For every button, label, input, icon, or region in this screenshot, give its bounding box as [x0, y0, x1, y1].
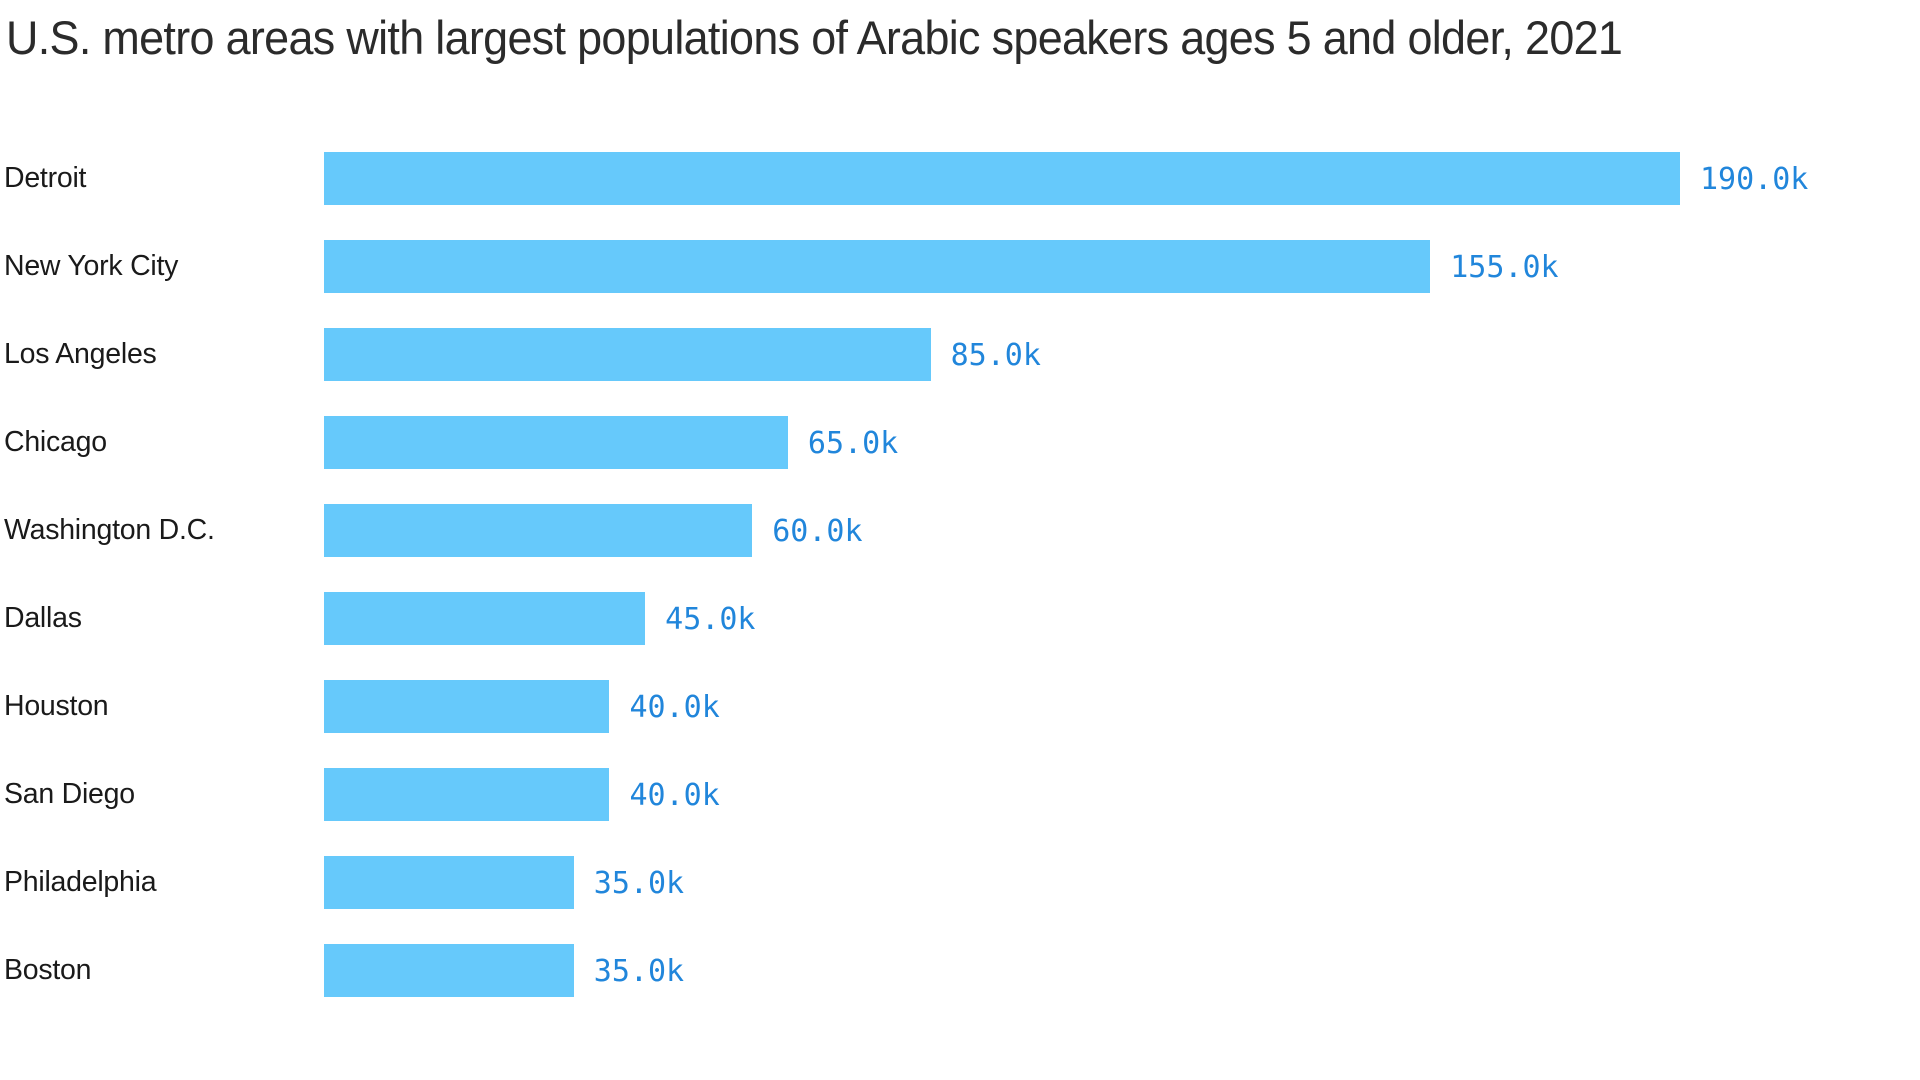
category-label: New York City	[4, 250, 179, 282]
bar[interactable]	[324, 680, 610, 733]
table-row: Los Angeles 85.0k	[0, 328, 1920, 381]
category-label: Los Angeles	[4, 338, 157, 370]
category-label: Philadelphia	[4, 866, 157, 898]
category-label: San Diego	[4, 778, 135, 810]
bar-track: 60.0k	[324, 504, 1680, 557]
category-label: Houston	[4, 690, 109, 722]
table-row: Boston 35.0k	[0, 944, 1920, 997]
table-row: Chicago 65.0k	[0, 416, 1920, 469]
bar[interactable]	[324, 944, 574, 997]
bar[interactable]	[324, 504, 753, 557]
table-row: San Diego 40.0k	[0, 768, 1920, 821]
bar[interactable]	[324, 768, 610, 821]
category-label: Chicago	[4, 426, 107, 458]
bar-value-label: 155.0k	[1450, 250, 1559, 285]
category-label: Washington D.C.	[4, 514, 215, 546]
bar-track: 35.0k	[324, 944, 1680, 997]
bar-value-label: 60.0k	[772, 514, 863, 549]
bar-value-label: 40.0k	[629, 690, 720, 725]
bar-value-label: 190.0k	[1700, 162, 1809, 197]
bar-value-label: 65.0k	[807, 426, 899, 461]
bar-value-label: 85.0k	[950, 338, 1041, 373]
table-row: Houston 40.0k	[0, 680, 1920, 733]
bar[interactable]	[324, 240, 1431, 293]
bar-value-label: 45.0k	[665, 602, 756, 637]
bar[interactable]	[324, 856, 574, 909]
bar-value-label: 35.0k	[593, 954, 685, 989]
table-row: Washington D.C. 60.0k	[0, 504, 1920, 557]
category-label: Detroit	[4, 162, 87, 194]
bar[interactable]	[324, 592, 646, 645]
page-title: U.S. metro areas with largest population…	[6, 11, 1623, 64]
bar-track: 45.0k	[324, 592, 1680, 645]
bar[interactable]	[324, 328, 931, 381]
bar-track: 85.0k	[324, 328, 1680, 381]
bar-track: 35.0k	[324, 856, 1680, 909]
bar-track: 155.0k	[324, 240, 1680, 293]
category-label: Dallas	[4, 602, 82, 634]
title-block: U.S. metro areas with largest population…	[6, 6, 1914, 71]
table-row: New York City 155.0k	[0, 240, 1920, 293]
category-label: Boston	[4, 954, 92, 986]
table-row: Philadelphia 35.0k	[0, 856, 1920, 909]
table-row: Detroit 190.0k	[0, 152, 1920, 205]
bar-chart-plot-area: Detroit 190.0k New York City 155.0k Los Ange…	[0, 152, 1920, 997]
bar-track: 40.0k	[324, 768, 1680, 821]
bar-value-label: 40.0k	[629, 778, 720, 813]
table-row: Dallas 45.0k	[0, 592, 1920, 645]
bar-track: 190.0k	[324, 152, 1808, 205]
bar[interactable]	[324, 152, 1680, 205]
bar-track: 40.0k	[324, 680, 1680, 733]
bar[interactable]	[324, 416, 788, 469]
bar-value-label: 35.0k	[593, 866, 685, 901]
bar-track: 65.0k	[324, 416, 1680, 469]
